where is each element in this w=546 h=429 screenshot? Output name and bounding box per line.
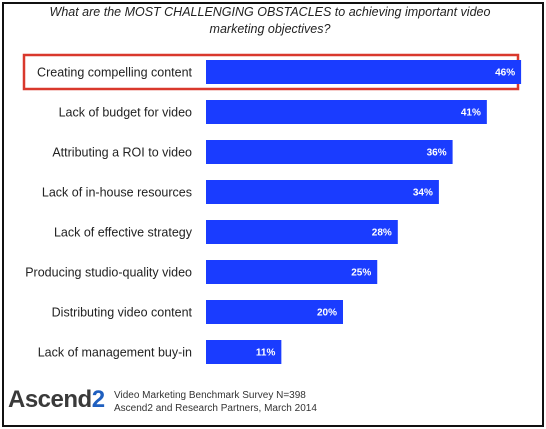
data-label: 41% <box>461 108 481 119</box>
bar <box>206 300 343 324</box>
brand-text: Ascend <box>8 386 92 413</box>
category-label: Lack of effective strategy <box>54 226 193 240</box>
data-label: 34% <box>413 188 433 199</box>
category-label: Lack of management buy-in <box>38 346 192 360</box>
bar <box>206 180 439 204</box>
category-label: Creating compelling content <box>37 66 192 80</box>
bar <box>206 140 453 164</box>
bar <box>206 260 378 284</box>
category-label: Distributing video content <box>52 306 193 320</box>
brand-number: 2 <box>91 386 105 413</box>
category-label: Lack of in-house resources <box>42 186 192 200</box>
data-label: 46% <box>495 68 515 79</box>
data-label: 36% <box>427 148 447 159</box>
bar <box>206 220 398 244</box>
source-note: Video Marketing Benchmark Survey N=398 A… <box>114 389 317 415</box>
bar <box>206 340 282 364</box>
source-line-1: Video Marketing Benchmark Survey N=398 <box>114 390 306 401</box>
data-label: 25% <box>351 268 371 279</box>
bar <box>206 100 487 124</box>
data-label: 20% <box>317 308 337 319</box>
category-label: Lack of budget for video <box>59 106 192 120</box>
category-label: Attributing a ROI to video <box>52 146 192 160</box>
brand-logo: Ascend2 <box>8 386 105 414</box>
category-label: Producing studio-quality video <box>25 266 192 280</box>
chart-title: What are the MOST CHALLENGING OBSTACLES … <box>49 5 491 36</box>
data-label: 28% <box>372 228 392 239</box>
bar <box>206 60 522 84</box>
data-label: 11% <box>256 348 276 359</box>
source-line-2: Ascend2 and Research Partners, March 201… <box>114 403 317 414</box>
